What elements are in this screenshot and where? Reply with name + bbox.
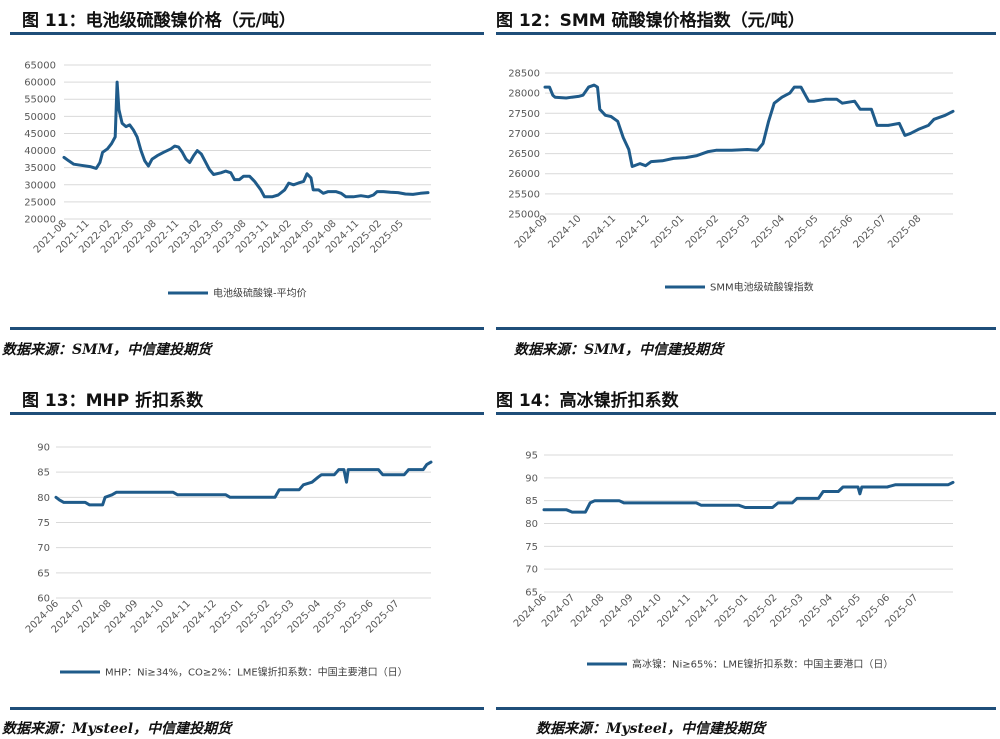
y-tick-label: 85 <box>37 468 50 479</box>
y-tick-label: 80 <box>525 519 538 530</box>
y-tick-label: 30000 <box>24 180 56 191</box>
y-tick-label: 25500 <box>508 189 540 200</box>
y-tick-label: 20000 <box>24 215 56 226</box>
x-tick-label: 2024-10 <box>546 213 583 250</box>
y-tick-label: 75 <box>37 518 50 529</box>
x-tick-label: 2025-07 <box>851 213 888 250</box>
series-line <box>542 480 955 514</box>
y-tick-label: 27500 <box>508 109 540 120</box>
x-tick-label: 2025-01 <box>649 213 686 250</box>
figure-13-top-rule <box>10 412 484 415</box>
y-tick-label: 55000 <box>24 95 56 106</box>
figure-11-top-rule <box>10 32 484 35</box>
y-tick-label: 25000 <box>508 210 540 221</box>
chart-13: 606570758085902024-062024-072024-082024-… <box>24 443 433 679</box>
y-tick-label: 50000 <box>24 112 56 123</box>
legend-label: MHP：Ni≥34%，CO≥2%：LME镍折扣系数：中国主要港口（日） <box>105 666 408 679</box>
figure-14-bottom-rule <box>496 707 996 710</box>
y-tick-label: 60000 <box>24 78 56 89</box>
y-tick-label: 85 <box>525 496 538 507</box>
series-line <box>54 460 433 507</box>
figure-13-bottom-rule <box>10 707 484 710</box>
y-tick-label: 25000 <box>24 197 56 208</box>
y-tick-label: 80 <box>37 493 50 504</box>
legend-label: 电池级硫酸镍-平均价 <box>213 287 307 300</box>
y-tick-label: 45000 <box>24 129 56 140</box>
series-line <box>62 80 430 199</box>
y-tick-label: 90 <box>525 473 538 484</box>
y-tick-label: 35000 <box>24 163 56 174</box>
figure-14-title: 图 14：高冰镍折扣系数 <box>496 391 679 411</box>
figure-11-bottom-rule <box>10 327 484 330</box>
x-tick-label: 2025-08 <box>886 213 923 250</box>
figure-11-title: 图 11：电池级硫酸镍价格（元/吨） <box>22 11 296 31</box>
chart-14: 657075808590952024-062024-072024-082024-… <box>512 451 955 671</box>
y-tick-label: 95 <box>525 451 538 462</box>
y-tick-label: 65000 <box>24 61 56 72</box>
figure-13-title: 图 13：MHP 折扣系数 <box>22 391 204 411</box>
y-tick-label: 70 <box>525 565 538 576</box>
x-tick-label: 2024-11 <box>581 213 618 250</box>
figure-14-top-rule <box>496 412 996 415</box>
y-tick-label: 40000 <box>24 146 56 157</box>
figure-12-bottom-rule <box>496 327 996 330</box>
y-tick-label: 27000 <box>508 129 540 140</box>
y-tick-label: 26500 <box>508 149 540 160</box>
y-tick-label: 65 <box>37 568 50 579</box>
figure-11-source: 数据来源：SMM，中信建投期货 <box>2 342 212 358</box>
y-tick-label: 90 <box>37 443 50 454</box>
figure-12-title: 图 12：SMM 硫酸镍价格指数（元/吨） <box>496 11 805 31</box>
y-tick-label: 28500 <box>508 69 540 80</box>
x-tick-label: 2025-05 <box>783 213 820 250</box>
y-tick-label: 75 <box>525 542 538 553</box>
figure-14-source: 数据来源：Mysteel，中信建投期货 <box>536 721 766 737</box>
chart-11: 20000 25000 30000 35000 40000 45000 50000 55000… <box>24 61 431 300</box>
x-tick-label: 2025-04 <box>750 213 787 250</box>
y-tick-label: 70 <box>37 543 50 554</box>
y-tick-label: 26000 <box>508 169 540 180</box>
series-line <box>543 83 955 168</box>
x-tick-label: 2025-06 <box>818 213 855 250</box>
legend-label: SMM电池级硫酸镍指数 <box>710 281 814 294</box>
x-tick-label: 2024-12 <box>615 213 652 250</box>
figure-12-top-rule <box>496 32 996 35</box>
legend-label: 高冰镍：Ni≥65%：LME镍折扣系数：中国主要港口（日） <box>632 658 893 671</box>
chart-12: 25000 25500 26000 26500 27000 27500 28000 28500… <box>508 69 955 294</box>
y-tick-label: 60 <box>37 594 50 605</box>
x-tick-label: 2025-03 <box>715 213 752 250</box>
y-tick-label: 65 <box>525 588 538 599</box>
x-tick-label: 2025-02 <box>684 213 721 250</box>
y-tick-label: 28000 <box>508 89 540 100</box>
figure-12-source: 数据来源：SMM，中信建投期货 <box>514 342 724 358</box>
figure-13-source: 数据来源：Mysteel，中信建投期货 <box>2 721 232 737</box>
